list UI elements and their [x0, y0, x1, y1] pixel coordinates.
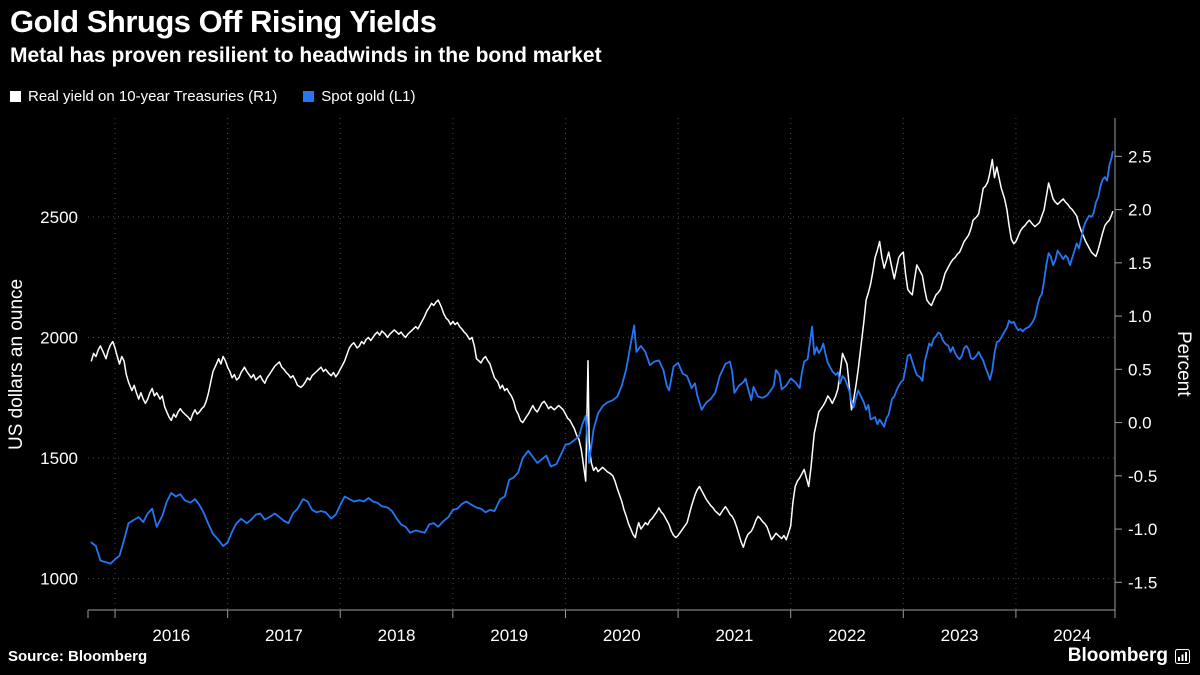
x-tick-label: 2017 [265, 626, 303, 645]
bloomberg-logo: Bloomberg [1068, 645, 1190, 667]
series-line-real-yield [90, 158, 1114, 548]
x-tick-label: 2016 [152, 626, 190, 645]
left-tick-label: 1000 [40, 570, 78, 589]
series-line-spot-gold [90, 150, 1114, 565]
legend: Real yield on 10-year Treasuries (R1) Sp… [10, 88, 416, 105]
x-tick-label: 2024 [1053, 626, 1091, 645]
right-tick-label: -0.5 [1128, 467, 1157, 486]
legend-item-real-yield: Real yield on 10-year Treasuries (R1) [10, 88, 277, 105]
right-tick-label: 2.5 [1128, 147, 1152, 166]
bloomberg-logo-text: Bloomberg [1067, 645, 1168, 666]
legend-label-real-yield: Real yield on 10-year Treasuries (R1) [28, 88, 278, 105]
x-tick-label: 2023 [941, 626, 979, 645]
left-tick-label: 2500 [40, 208, 78, 227]
left-axis-title: US dollars an ounce [6, 278, 27, 450]
right-axis-title: Percent [1173, 331, 1194, 397]
right-tick-label: 1.5 [1128, 254, 1152, 273]
chart-subtitle: Metal has proven resilient to headwinds … [10, 44, 602, 67]
left-tick-label: 2000 [40, 328, 78, 347]
right-tick-label: 1.0 [1128, 307, 1152, 326]
x-tick-label: 2021 [715, 626, 753, 645]
legend-swatch-spot-gold [303, 91, 315, 102]
bloomberg-logo-icon [1175, 648, 1190, 664]
right-tick-label: 0.0 [1128, 414, 1152, 433]
x-tick-label: 2019 [490, 626, 528, 645]
right-tick-label: 2.0 [1128, 201, 1152, 220]
left-tick-label: 1500 [40, 449, 78, 468]
x-tick-label: 2022 [828, 626, 866, 645]
legend-item-spot-gold: Spot gold (L1) [303, 88, 416, 105]
right-tick-label: -1.0 [1128, 520, 1157, 539]
x-tick-label: 2018 [378, 626, 416, 645]
right-tick-label: 0.5 [1128, 360, 1152, 379]
right-tick-label: -1.5 [1128, 573, 1157, 592]
chart-title: Gold Shrugs Off Rising Yields [10, 4, 437, 39]
legend-swatch-real-yield [10, 91, 21, 102]
legend-label-spot-gold: Spot gold (L1) [321, 88, 416, 105]
source-attribution: Source: Bloomberg [8, 648, 148, 665]
x-tick-label: 2020 [603, 626, 641, 645]
